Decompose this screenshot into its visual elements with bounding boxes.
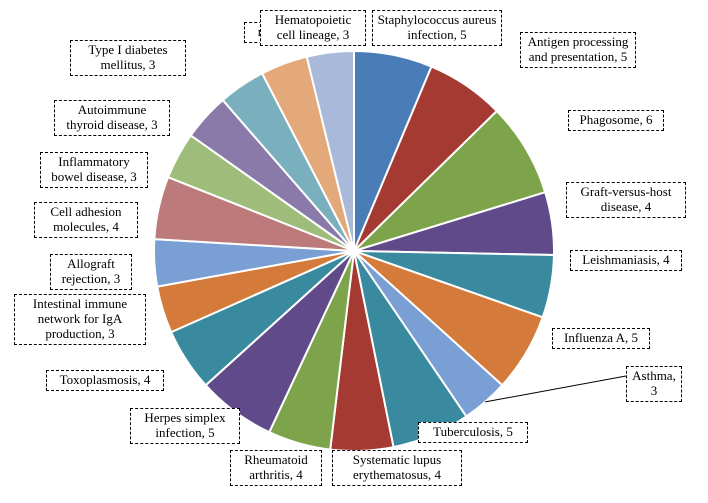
slice-label: Systematic lupus erythematosus, 4 — [332, 450, 462, 486]
slice-label: Inflammatory bowel disease, 3 — [40, 152, 148, 188]
slice-label: Intestinal immune network for IgA produc… — [14, 294, 146, 345]
slice-label: Herpes simplex infection, 5 — [130, 408, 240, 444]
slice-label: Asthma, 3 — [626, 366, 682, 402]
slice-label: Staphylococcus aureus infection, 5 — [372, 10, 502, 46]
slice-label: Allograft rejection, 3 — [50, 254, 132, 290]
slice-label: Leishmaniasis, 4 — [570, 250, 682, 271]
slice-label: Antigen processing and presentation, 5 — [520, 32, 636, 68]
chart-container: Staphylococcus aureus infection, 5 Antige… — [0, 0, 708, 503]
slice-label: Graft-versus-host disease, 4 — [566, 182, 686, 218]
slice-label: Type I diabetes mellitus, 3 — [70, 40, 186, 76]
slice-label: Autoimmune thyroid disease, 3 — [54, 100, 170, 136]
slice-label: Toxoplasmosis, 4 — [46, 370, 164, 391]
slice-label: Tuberculosis, 5 — [418, 422, 528, 443]
slice-label: Rheumatoid arthritis, 4 — [230, 450, 322, 486]
slice-label: Phagosome, 6 — [568, 110, 664, 131]
slice-label: Hematopoietic cell lineage, 3 — [260, 10, 366, 46]
slice-label: Cell adhesion molecules, 4 — [34, 202, 138, 238]
slice-label: Influenza A, 5 — [552, 328, 650, 349]
